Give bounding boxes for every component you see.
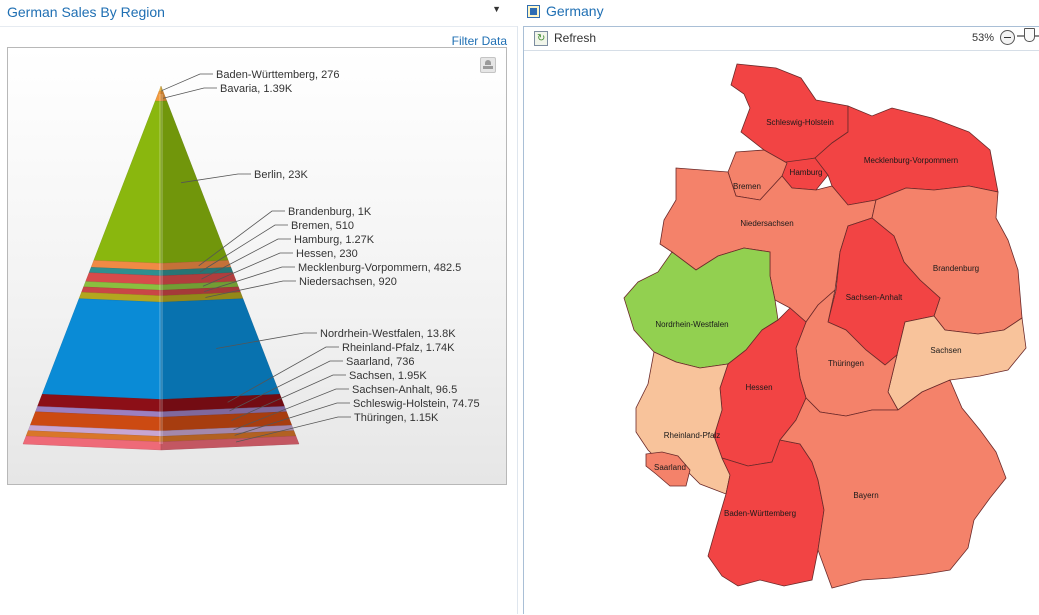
map-region[interactable]: Bayern bbox=[779, 379, 1007, 589]
pyramid-leader-line bbox=[199, 224, 288, 273]
map-region-label: Bayern bbox=[853, 491, 878, 500]
pyramid-leader-line bbox=[202, 252, 293, 287]
export-icon[interactable] bbox=[480, 57, 496, 73]
pyramid-data-label: Sachsen, 1.95K bbox=[349, 370, 427, 382]
map-region-label: Bremen bbox=[733, 182, 761, 191]
sales-webpart-title[interactable]: German Sales By Region bbox=[7, 4, 165, 20]
pyramid-slice[interactable] bbox=[90, 260, 232, 271]
refresh-label: Refresh bbox=[554, 31, 597, 45]
pyramid-leader-line bbox=[227, 346, 339, 403]
pyramid-chart-svg: Baden-Württemberg, 276 Bavaria, 1.39K Berl… bbox=[22, 69, 480, 451]
pyramid-leader-line bbox=[231, 374, 346, 421]
map-region-label: Thüringen bbox=[828, 359, 864, 368]
pyramid-leader-line bbox=[229, 360, 343, 412]
map-region-label: Nordrhein-Westfalen bbox=[655, 320, 728, 329]
webpart-divider bbox=[517, 26, 518, 614]
pyramid-leader-line bbox=[163, 87, 217, 99]
pyramid-data-label: Schleswig-Holstein, 74.75 bbox=[353, 398, 480, 410]
pyramid-leader-line bbox=[161, 73, 213, 92]
pyramid-leader-line bbox=[233, 388, 349, 431]
pyramid-highlight bbox=[159, 94, 163, 444]
pyramid-data-label: Thüringen, 1.15K bbox=[354, 412, 439, 424]
dropdown-arrow-icon[interactable]: ▼ bbox=[492, 4, 501, 14]
map-region-label: Rheinland-Pfalz bbox=[664, 431, 720, 440]
pyramid-leader-line bbox=[234, 402, 350, 436]
map-region-label: Brandenburg bbox=[933, 264, 979, 273]
map-region[interactable]: Saarland bbox=[645, 451, 691, 487]
pyramid-data-label: Hamburg, 1.27K bbox=[294, 234, 375, 246]
zoom-out-icon[interactable] bbox=[1000, 30, 1015, 45]
pyramid-data-label: Hessen, 230 bbox=[296, 248, 358, 260]
pyramid-leader-line bbox=[235, 416, 351, 443]
map-region-label: Hamburg bbox=[790, 168, 823, 177]
sales-webpart-header: German Sales By Region ▼ bbox=[0, 0, 517, 27]
map-region-label: Baden-Württemberg bbox=[724, 509, 796, 518]
pyramid-data-label: Saarland, 736 bbox=[346, 356, 415, 368]
filter-data-link[interactable]: Filter Data bbox=[451, 34, 507, 48]
map-region-label: Sachsen bbox=[930, 346, 961, 355]
germany-map: Schleswig-Holstein Hamburg Mecklenburg-Vor… bbox=[623, 63, 1027, 589]
map-region-label: Niedersachsen bbox=[740, 219, 793, 228]
pyramid-slice[interactable] bbox=[22, 435, 300, 451]
map-webpart: Germany ↻ Refresh 53% Schleswig-Holstein… bbox=[519, 0, 1039, 614]
map-region-label: Schleswig-Holstein bbox=[766, 118, 834, 127]
map-region-label: Saarland bbox=[654, 463, 686, 472]
pyramid-data-label: Berlin, 23K bbox=[254, 169, 308, 181]
pyramid-slice[interactable] bbox=[41, 298, 281, 400]
pyramid-leader-line bbox=[216, 332, 317, 349]
pyramid-slice[interactable] bbox=[154, 91, 168, 102]
pyramid-data-label: Niedersachsen, 920 bbox=[299, 276, 397, 288]
map-region-label: Hessen bbox=[745, 383, 772, 392]
map-region-label: Mecklenburg-Vorpommern bbox=[864, 156, 958, 165]
refresh-icon: ↻ bbox=[534, 31, 548, 46]
pyramid-data-label: Bremen, 510 bbox=[291, 220, 354, 232]
pyramid-data-label: Bavaria, 1.39K bbox=[220, 83, 293, 95]
pyramid-leader-line bbox=[181, 173, 251, 184]
map-region-label: Sachsen-Anhalt bbox=[846, 293, 903, 302]
map-toolbar: ↻ Refresh 53% bbox=[524, 27, 1039, 51]
pyramid-slice[interactable] bbox=[81, 286, 241, 296]
pyramid-leader-line bbox=[201, 238, 291, 280]
map-panel: ↻ Refresh 53% Schleswig-Holstein Hamburg M… bbox=[523, 26, 1039, 614]
pyramid-data-label: Nordrhein-Westfalen, 13.8K bbox=[320, 328, 456, 340]
zoom-slider-icon[interactable] bbox=[1024, 28, 1035, 42]
pyramid-leader-line bbox=[204, 266, 295, 292]
pyramid-slice[interactable] bbox=[85, 272, 237, 285]
pyramid-data-label: Baden-Württemberg, 276 bbox=[216, 69, 340, 81]
pyramid-data-label: Brandenburg, 1K bbox=[288, 206, 372, 218]
pyramid-data-label: Rheinland-Pfalz, 1.74K bbox=[342, 342, 455, 354]
pyramid-chart: Baden-Württemberg, 276 Bavaria, 1.39K Berl… bbox=[7, 47, 507, 485]
pyramid-leader-line bbox=[198, 210, 285, 267]
map-webpart-title[interactable]: Germany bbox=[546, 3, 604, 19]
map-webpart-header: Germany bbox=[519, 0, 1039, 24]
pyramid-leader-line bbox=[205, 280, 296, 298]
pyramid-data-label: Mecklenburg-Vorpommern, 482.5 bbox=[298, 262, 461, 274]
sales-webpart: German Sales By Region ▼ Filter Data Bad… bbox=[0, 0, 517, 614]
zoom-level: 53% bbox=[971, 32, 994, 44]
pyramid-data-label: Sachsen-Anhalt, 96.5 bbox=[352, 384, 457, 396]
map-webpart-icon bbox=[527, 5, 540, 18]
